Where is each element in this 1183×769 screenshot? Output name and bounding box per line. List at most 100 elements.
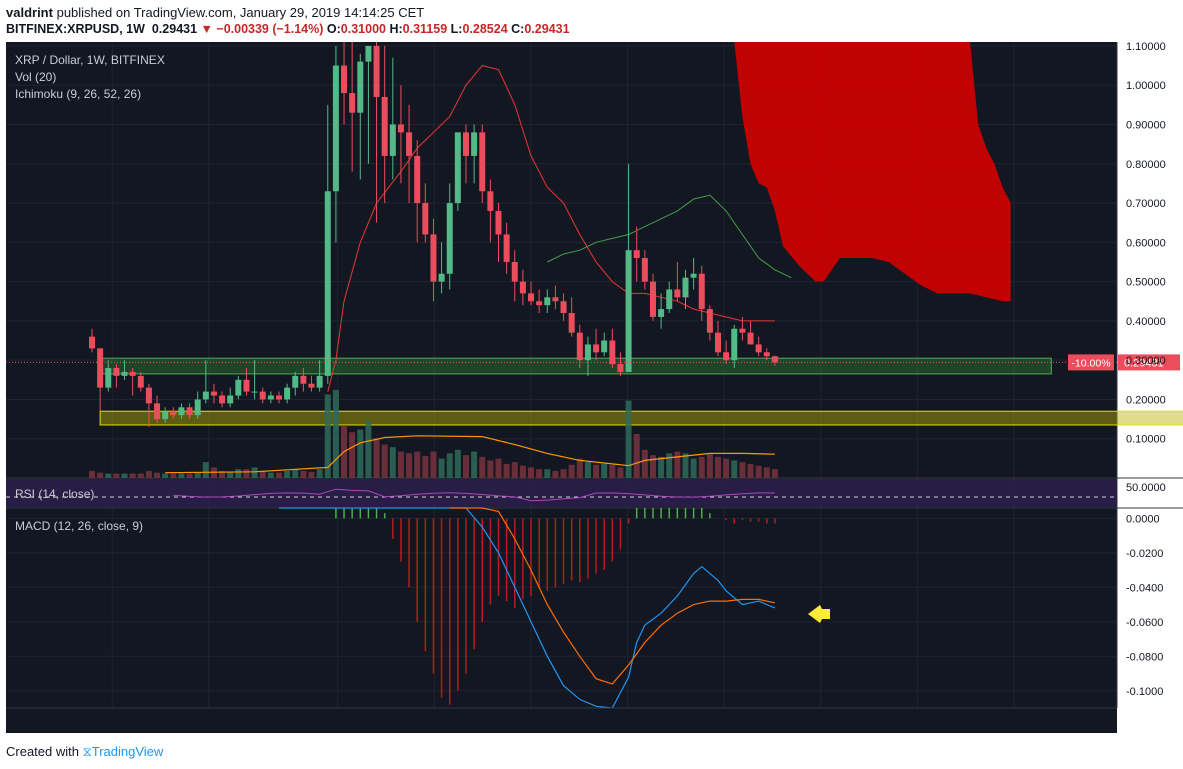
author[interactable]: valdrint	[6, 5, 53, 20]
volume-bar	[739, 462, 746, 478]
candle-body	[528, 293, 535, 302]
candle-body	[706, 309, 713, 333]
candle-body	[698, 273, 705, 310]
volume-bar	[414, 451, 421, 478]
candle-body	[170, 411, 177, 416]
candle-body	[430, 234, 437, 282]
vol-legend: Vol (20)	[15, 70, 56, 84]
candle-body	[373, 45, 380, 97]
volume-bar	[731, 460, 738, 478]
candle-body	[154, 403, 161, 420]
candle-body	[178, 407, 185, 416]
x-tick-label: Jun	[103, 715, 121, 727]
volume-bar	[129, 473, 136, 478]
rsi-tick-label: 50.0000	[1126, 482, 1166, 494]
candle-body	[658, 309, 665, 317]
candle-body	[324, 191, 331, 376]
candle-body	[584, 344, 591, 361]
x-tick-label: Apr	[426, 715, 443, 727]
volume-bar	[381, 444, 388, 478]
main-title: XRP / Dollar, 1W, BITFINEX	[15, 53, 165, 67]
volume-bar	[649, 455, 656, 478]
candle-body	[129, 371, 136, 376]
rsi-band	[6, 479, 1117, 507]
y-tick-label: 0.20000	[1126, 394, 1166, 406]
candle-body	[617, 364, 624, 372]
candle-body	[560, 301, 567, 314]
volume-bar	[324, 394, 331, 478]
candle-body	[186, 407, 193, 416]
volume-bar	[487, 460, 494, 478]
volume-bar	[617, 467, 624, 478]
volume-bar	[641, 449, 648, 478]
candle-body	[414, 155, 421, 204]
candle-body	[219, 395, 226, 404]
candle-body	[316, 375, 323, 388]
volume-bar	[698, 456, 705, 478]
candle-body	[601, 340, 608, 353]
candle-body	[755, 344, 762, 353]
volume-bar	[584, 462, 591, 478]
candle-body	[633, 250, 640, 259]
ichimoku-cloud	[734, 42, 1011, 302]
volume-bar	[170, 473, 177, 478]
signal-line	[449, 507, 776, 685]
high-value: 0.31159	[402, 22, 448, 36]
volume-bar	[406, 453, 413, 478]
volume-bar	[113, 473, 120, 478]
candle-body	[332, 65, 339, 192]
volume-bar	[259, 470, 266, 478]
footer: Created with ⧖TradingView	[6, 744, 163, 760]
rsi-line	[173, 488, 775, 502]
volume-bar	[682, 453, 689, 478]
candle-body	[162, 411, 169, 420]
x-tick-label: Jul	[524, 715, 538, 727]
candle-body	[137, 375, 144, 388]
volume-bars	[89, 390, 778, 478]
candle-body	[300, 375, 307, 384]
candle-body	[763, 352, 770, 357]
symbol-label: BITFINEX:XRPUSD, 1W	[6, 22, 145, 36]
candle-body	[674, 289, 681, 298]
candle-body	[487, 191, 494, 211]
candle-body	[576, 332, 583, 361]
footer-text: Created with	[6, 744, 79, 759]
candle-body	[121, 371, 128, 376]
footer-brand[interactable]: TradingView	[91, 744, 164, 759]
candle-body	[511, 261, 518, 282]
volume-bar	[97, 472, 104, 478]
candle-body	[747, 332, 754, 345]
volume-bar	[186, 473, 193, 478]
tradingview-logo-icon: ⧖	[82, 744, 92, 759]
volume-bar	[609, 464, 616, 478]
volume-bar	[202, 462, 209, 478]
candle-body	[227, 395, 234, 404]
volume-bar	[454, 449, 461, 478]
volume-bar	[690, 458, 697, 478]
publish-info: valdrint published on TradingView.com, J…	[6, 5, 424, 20]
volume-bar	[755, 465, 762, 478]
axes: -10.00% 0.29431 0.10000 0.20000 0.30000 0.400…	[6, 41, 1180, 727]
candle-body	[389, 124, 396, 156]
volume-bar	[300, 470, 307, 478]
volume-bar	[145, 470, 152, 478]
candle-body	[89, 336, 95, 349]
volume-bar	[438, 458, 445, 478]
candle-body	[552, 297, 559, 302]
candle-body	[397, 124, 404, 133]
volume-bar	[243, 469, 250, 478]
volume-bar	[349, 432, 356, 478]
x-tick-label: Oct	[1005, 715, 1022, 727]
green-zone	[99, 357, 1052, 375]
volume-bar	[178, 473, 185, 478]
volume-ma-line	[165, 435, 775, 474]
arrow-annotation-icon	[808, 605, 830, 623]
volume-bar	[357, 429, 364, 478]
volume-bar	[162, 473, 169, 478]
macd-y-tick-label: -0.0600	[1126, 617, 1163, 629]
volume-bar	[479, 456, 486, 478]
volume-bar	[511, 462, 518, 478]
volume-bar	[593, 464, 600, 478]
price-change-label: -10.00%	[1071, 357, 1110, 369]
